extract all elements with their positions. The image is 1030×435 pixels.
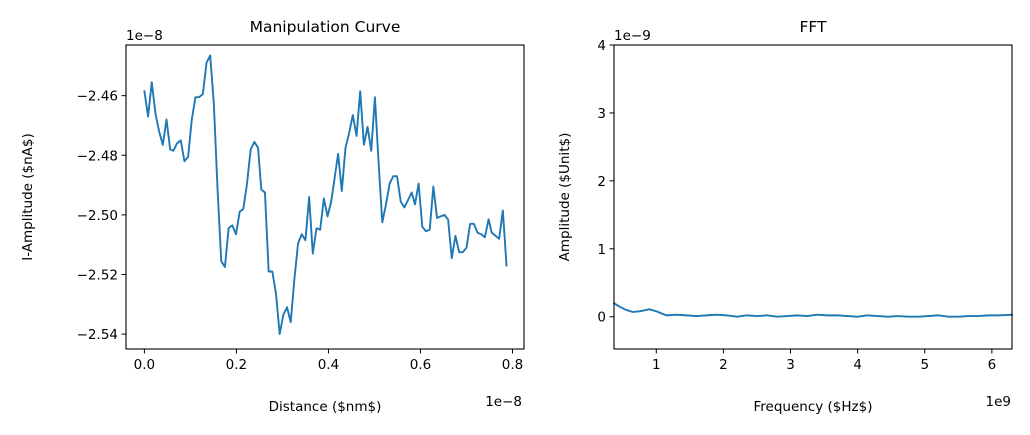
x-tick-label: 3 — [786, 357, 795, 373]
x-offset-label: 1e9 — [986, 394, 1011, 410]
x-axis-label: Frequency ($Hz$) — [754, 399, 873, 415]
axes-frame — [613, 44, 1013, 350]
y-tick-label: −2.52 — [77, 267, 118, 283]
x-tick-label: 6 — [988, 357, 997, 373]
manipulation-curve-panel: Manipulation Curve 1e−8 1e−8 Distance ($… — [20, 18, 525, 415]
y-axis-label-text: Amplitude ($Unit$) — [557, 133, 573, 262]
x-axis-label-text: Frequency ($Hz$) — [754, 399, 873, 415]
y-tick-label: 4 — [597, 38, 606, 54]
y-tick-label: 1 — [597, 242, 606, 258]
plot-marks — [143, 54, 508, 336]
y-tick-label: 3 — [597, 106, 606, 122]
x-tick-label: 0.4 — [318, 357, 339, 373]
y-axis-label: Amplitude ($Unit$) — [557, 133, 573, 262]
axes-frame — [125, 44, 525, 350]
y-tick-label: −2.54 — [77, 327, 118, 343]
y-tick-label: 2 — [597, 174, 606, 190]
x-tick-label: 0.0 — [134, 357, 155, 373]
y-tick-label: −2.48 — [77, 148, 118, 164]
series-line-0 — [143, 54, 508, 336]
x-tick-label: 5 — [920, 357, 929, 373]
axis-ticks: 1 2 3 4 5 6 0 1 2 3 4 — [597, 38, 996, 373]
axis-ticks: 0.0 0.2 0.4 0.6 0.8 −2.54 −2.52 −2.50 −2.48 −2.46 — [77, 89, 524, 373]
chart-title: Manipulation Curve — [250, 18, 401, 36]
x-tick-label: 0.6 — [410, 357, 431, 373]
x-tick-label: 1 — [652, 357, 661, 373]
y-tick-label: 0 — [597, 310, 606, 326]
x-offset-label: 1e−8 — [485, 394, 522, 410]
x-tick-label: 2 — [719, 357, 728, 373]
x-axis-label-text: Distance ($nm$) — [269, 399, 382, 415]
x-tick-label: 0.2 — [226, 357, 247, 373]
series-line-0 — [612, 301, 1013, 318]
y-tick-label: −2.50 — [77, 208, 118, 224]
y-axis-label-text: I-Amplitude ($nA$) — [20, 133, 36, 261]
chart-title: FFT — [799, 18, 827, 36]
y-offset-label: 1e−8 — [126, 28, 163, 44]
y-offset-label: 1e−9 — [614, 28, 651, 44]
y-axis-label: I-Amplitude ($nA$) — [20, 133, 36, 261]
x-axis-label: Distance ($nm$) — [269, 399, 382, 415]
x-tick-label: 0.8 — [502, 357, 523, 373]
fft-panel: FFT 1e−9 1e9 Frequency ($Hz$) Amplitude … — [557, 18, 1013, 415]
y-tick-label: −2.46 — [77, 89, 118, 105]
x-tick-label: 4 — [853, 357, 862, 373]
plot-marks — [612, 301, 1013, 318]
